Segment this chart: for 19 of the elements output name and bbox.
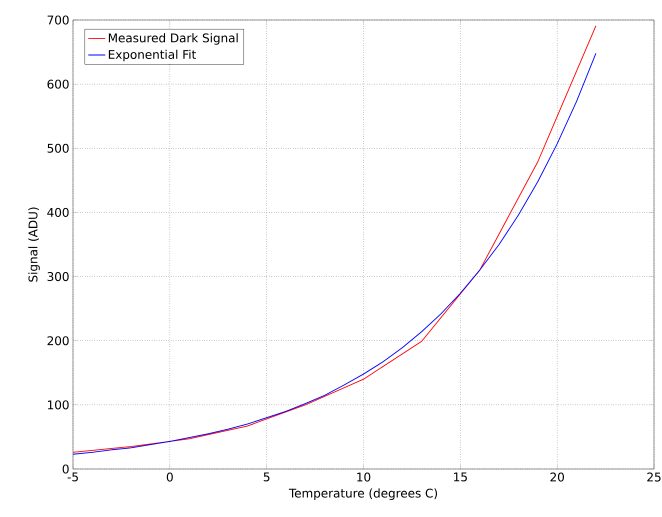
y-tick-label: 300 xyxy=(48,272,69,282)
legend-label: Exponential Fit xyxy=(108,50,196,62)
legend-label: Measured Dark Signal xyxy=(108,33,238,45)
y-tick-label: 500 xyxy=(48,144,69,153)
y-tick-label: 100 xyxy=(48,400,69,410)
x-tick-label: 0 xyxy=(166,472,173,482)
y-axis-title: Signal (ADU) xyxy=(28,208,40,282)
x-tick-label: 10 xyxy=(357,472,370,482)
y-tick-label: 0 xyxy=(62,464,69,474)
x-tick-label: -5 xyxy=(68,472,78,482)
x-tick-label: 20 xyxy=(550,472,564,482)
y-tick-label: 700 xyxy=(48,15,69,25)
x-tick-label: 25 xyxy=(647,472,661,482)
y-tick-label: 200 xyxy=(48,336,69,346)
x-axis-title: Temperature (degrees C) xyxy=(288,488,438,500)
y-tick-label: 400 xyxy=(47,208,69,217)
x-tick-label: 15 xyxy=(454,472,467,482)
y-tick-label: 600 xyxy=(47,80,69,89)
x-tick-label: 5 xyxy=(264,472,270,482)
